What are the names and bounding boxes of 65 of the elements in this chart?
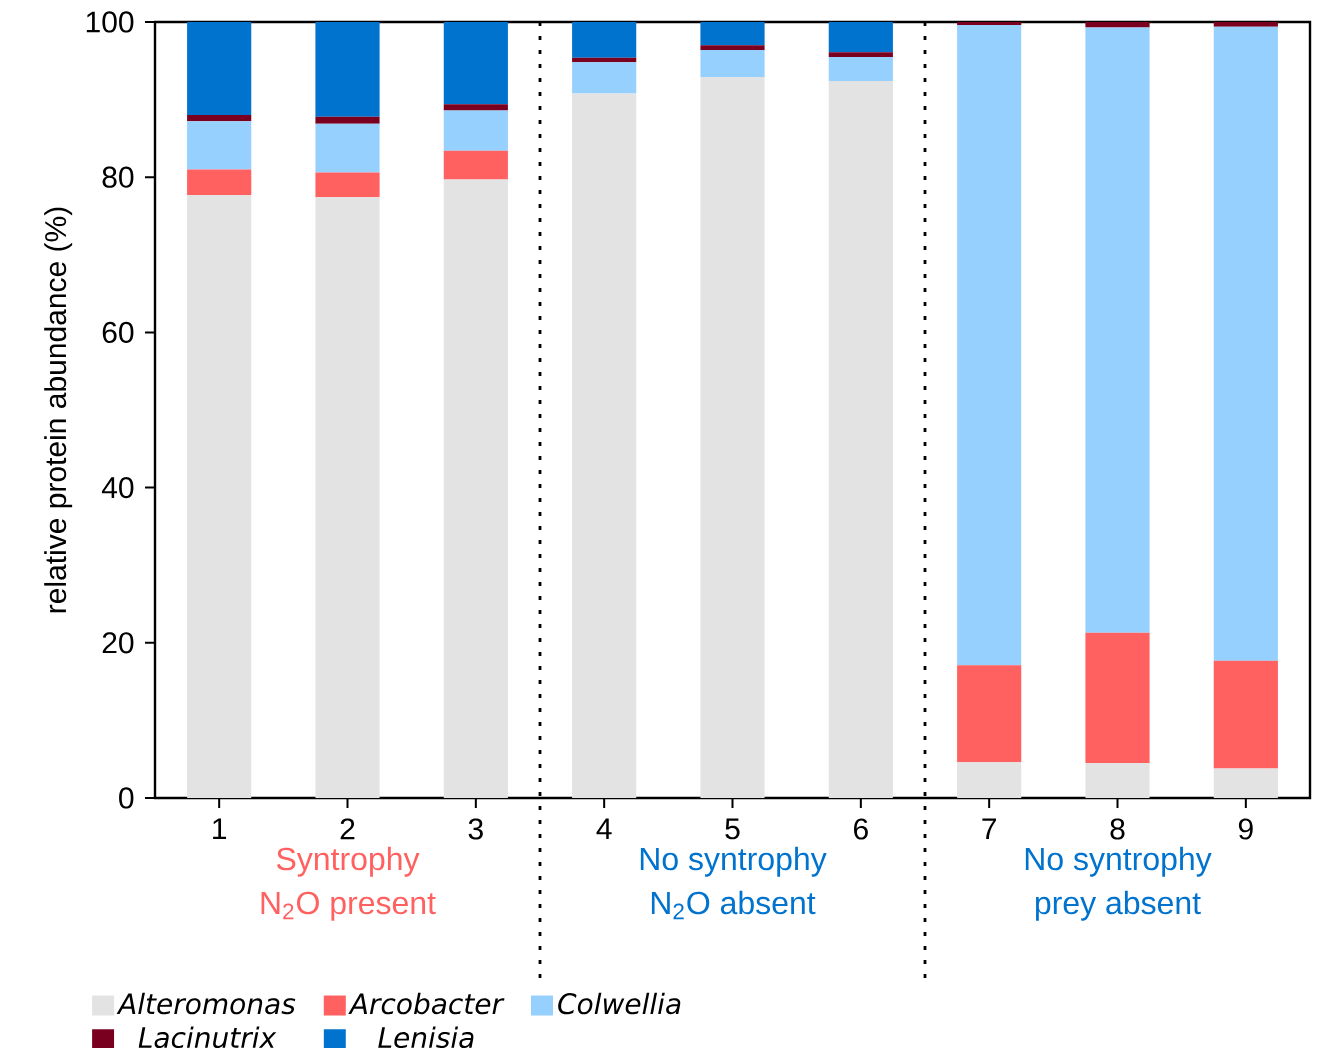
x-tick-label: 5 (725, 818, 740, 840)
bar (443, 179, 508, 798)
bar (315, 116, 380, 124)
y-tick-label: 80 (102, 166, 134, 188)
bar (1085, 21, 1150, 28)
bar (187, 195, 252, 798)
bar (443, 104, 508, 111)
bar (1213, 21, 1278, 27)
y-tick-label: 100 (86, 11, 134, 33)
bar (700, 77, 765, 798)
bar (828, 80, 893, 798)
bar (1085, 632, 1150, 764)
bar (1213, 26, 1278, 661)
bar (828, 56, 893, 81)
text: No syntrophy (1025, 846, 1212, 877)
bar (315, 197, 380, 798)
x-tick-label: 3 (468, 818, 483, 840)
bar (700, 21, 765, 46)
text: N$_{2}$O present (261, 891, 436, 921)
bar (700, 45, 765, 50)
x-tick-label: 8 (1110, 818, 1125, 840)
bar (957, 25, 1022, 666)
bar (828, 21, 893, 53)
bar (443, 150, 508, 180)
bar (187, 169, 252, 196)
bar (1085, 27, 1150, 633)
text: No syntrophy (640, 846, 827, 877)
bar (1085, 763, 1150, 798)
y-tick-label: 40 (101, 476, 134, 499)
y-tick-label: 0 (119, 787, 134, 809)
x-tick-label: 9 (1238, 818, 1253, 840)
x-tick-label: 6 (854, 818, 868, 840)
bar (315, 123, 380, 173)
bar (957, 21, 1022, 26)
text: N$_{2}$O absent (651, 890, 816, 920)
bar (315, 21, 380, 117)
legend-label: Lenisia (378, 1026, 474, 1048)
bar (187, 21, 252, 116)
legend-label: Arcobacter (348, 992, 505, 1015)
bar (957, 762, 1022, 798)
legend-label: Alteromonas (116, 992, 296, 1015)
y-tick-label: 20 (102, 632, 134, 654)
bar (187, 121, 252, 170)
bar (572, 93, 637, 798)
bar (1213, 768, 1278, 798)
bar (828, 52, 893, 57)
y-tick-label: 60 (102, 321, 134, 343)
legend-label: Colwellia (558, 992, 681, 1015)
bar (443, 21, 508, 105)
text: prey absent (1035, 890, 1201, 921)
legend-label: Lacinutrix (138, 1026, 277, 1048)
bar (1213, 660, 1278, 769)
bar (187, 115, 252, 122)
x-tick-label: 7 (982, 818, 997, 840)
bar (315, 172, 380, 198)
bar (572, 62, 637, 94)
x-tick-label: 4 (596, 818, 612, 840)
y-axis-title: relative protein abundance (%) (44, 207, 73, 613)
bar (443, 110, 508, 151)
x-tick-label: 2 (340, 818, 355, 840)
bar (572, 21, 637, 58)
bar (700, 49, 765, 78)
x-tick-label: 1 (213, 818, 227, 840)
bar (957, 665, 1022, 763)
text: Syntrophy (276, 846, 420, 877)
